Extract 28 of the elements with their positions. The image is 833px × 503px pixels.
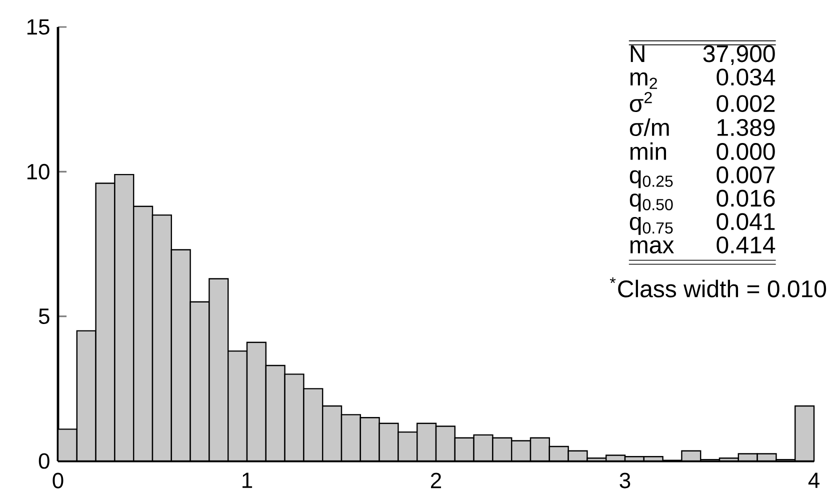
- x-tick-label: 1: [242, 472, 252, 488]
- y-tick-label: 15: [27, 19, 50, 35]
- annotation: N: [630, 45, 644, 62]
- annotation: $^{*}$Class width = 0.010: [610, 277, 826, 298]
- x-tick-label: 4: [808, 472, 820, 488]
- y-tick-label: 0: [38, 453, 50, 469]
- annotation: 0.007: [716, 166, 775, 184]
- annotation: 0.041: [716, 213, 775, 230]
- annotation: 0.002: [716, 95, 775, 112]
- annotation: 0.034: [716, 68, 776, 86]
- annotation: 0.000: [716, 143, 775, 160]
- x-tick-label: 0: [52, 472, 64, 488]
- annotation: min: [630, 142, 666, 160]
- annotation: q$_{0.25}$: [630, 170, 673, 188]
- x-tick-label: 2: [430, 472, 442, 488]
- annotation: m$_{2}$: [630, 72, 657, 89]
- y-tick-label: 10: [27, 164, 50, 180]
- annotation: 0.414: [716, 236, 776, 254]
- x-tick-label: 3: [620, 472, 630, 488]
- annotation: q$_{0.50}$: [630, 194, 673, 212]
- annotation: σ/m: [630, 118, 669, 136]
- annotation: max: [630, 240, 674, 254]
- annotation: q$_{0.75}$: [630, 216, 673, 235]
- y-tick-label: 5: [38, 308, 50, 324]
- annotation: 37,900: [703, 45, 775, 66]
- annotation: σ$^{2}$: [630, 92, 652, 112]
- annotation: 0.016: [716, 190, 775, 207]
- annotation: 1.389: [718, 119, 775, 136]
